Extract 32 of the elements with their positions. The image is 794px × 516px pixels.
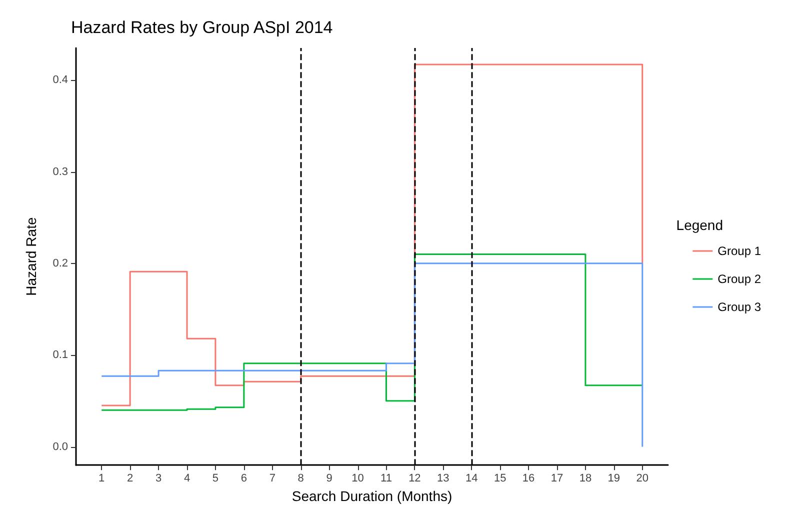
y-tick-label: 0.4: [52, 74, 68, 86]
chart-title: Hazard Rates by Group ASpI 2014: [71, 18, 333, 37]
legend-label: Group 1: [718, 244, 762, 258]
x-tick-label: 15: [494, 472, 506, 485]
x-tick-label: 17: [550, 472, 564, 485]
x-tick-label: 18: [579, 472, 592, 485]
y-tick-label: 0.3: [52, 166, 68, 178]
legend-label: Group 3: [718, 300, 762, 314]
x-tick-label: 4: [184, 472, 190, 485]
x-tick-label: 1: [98, 472, 105, 485]
x-tick-label: 16: [522, 472, 535, 485]
y-tick-label: 0.0: [52, 440, 68, 453]
x-tick-label: 14: [465, 472, 478, 485]
x-tick-label: 6: [240, 472, 247, 485]
x-tick-label: 12: [408, 472, 421, 485]
x-tick-label: 7: [269, 472, 276, 485]
x-tick-label: 13: [437, 472, 450, 485]
x-tick-label: 11: [380, 472, 392, 485]
x-tick-label: 9: [326, 472, 332, 485]
y-tick-label: 0.2: [52, 257, 68, 270]
x-tick-label: 19: [608, 472, 620, 485]
x-tick-label: 8: [298, 472, 304, 485]
x-tick-label: 3: [155, 472, 162, 485]
x-axis-title: Search Duration (Months): [292, 488, 452, 504]
x-tick-label: 5: [212, 472, 219, 485]
x-tick-label: 2: [127, 472, 134, 485]
legend-title: Legend: [676, 217, 723, 233]
y-axis-title: Hazard Rate: [23, 217, 39, 296]
x-tick-label: 10: [352, 472, 364, 485]
legend-label: Group 2: [718, 272, 762, 286]
y-tick-label: 0.1: [52, 349, 68, 362]
x-tick-label: 20: [636, 472, 649, 485]
